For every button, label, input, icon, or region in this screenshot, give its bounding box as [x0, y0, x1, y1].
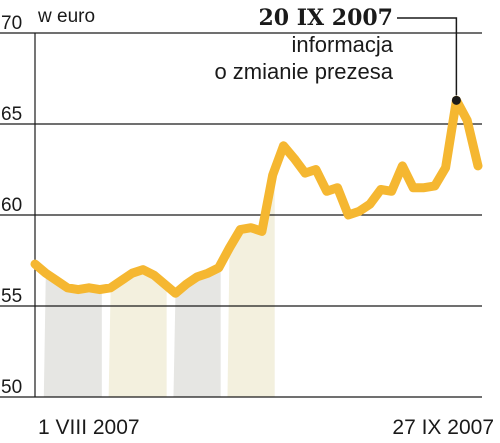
week-band-2: [108, 269, 167, 397]
price-series: [30, 95, 483, 298]
annotation-leader-line: [397, 17, 458, 96]
y-tick-60: 60: [1, 195, 22, 216]
y-tick-55: 55: [1, 286, 22, 307]
week-band-3: [173, 267, 221, 397]
annotation: 20 IX 2007 informacja o zmianie prezesa: [214, 5, 461, 105]
y-axis-unit-label: w euro: [37, 6, 95, 27]
price-line: [30, 95, 483, 298]
y-tick-65: 65: [1, 104, 22, 125]
annotation-line-1: informacja: [292, 32, 394, 57]
annotation-line-2: o zmianie prezesa: [214, 59, 393, 84]
x-axis-label-end: 27 IX 2007: [392, 416, 494, 439]
week-band-1: [43, 273, 102, 397]
grid-lines: [0, 32, 482, 398]
annotation-marker: [451, 95, 461, 105]
y-tick-70: 70: [1, 13, 22, 34]
y-tick-50: 50: [1, 377, 22, 398]
y-axis-ticks: 50 55 60 65 70: [1, 13, 22, 398]
annotation-date: 20 IX 2007: [258, 5, 393, 31]
x-axis-label-start: 1 VIII 2007: [38, 416, 140, 439]
